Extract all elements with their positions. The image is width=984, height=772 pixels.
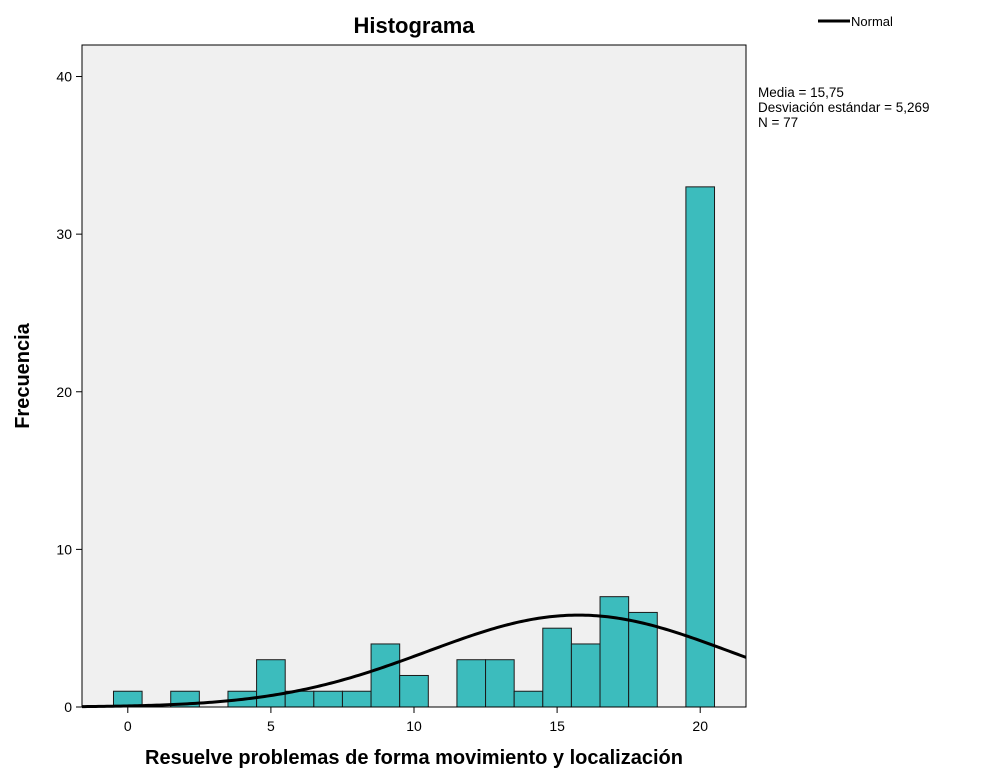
bars-group [112,186,716,708]
y-axis-label: Frecuencia [12,322,34,428]
histogram-bar [685,186,716,708]
stats-box: Media = 15,75 Desviación estándar = 5,26… [758,85,930,130]
x-tick-label: 20 [692,718,708,734]
x-axis: 0 5 10 15 20 [124,707,708,734]
normal-curve [81,613,747,709]
histogram-bar [370,643,401,708]
chart-title: Histograma [353,13,475,38]
histogram-bar [313,690,343,708]
histogram-bar [456,659,487,708]
y-axis: 0 10 20 30 40 [56,69,82,715]
x-tick-label: 15 [549,718,565,734]
legend-label: Normal [851,14,893,29]
x-tick-label: 0 [124,718,132,734]
y-tick-label: 0 [64,699,72,715]
x-tick-label: 10 [406,718,422,734]
x-tick-label: 5 [267,718,275,734]
x-axis-label: Resuelve problemas de forma movimiento y… [145,747,683,769]
stats-mean: Media = 15,75 [758,85,844,100]
histogram-bar [599,596,630,708]
y-tick-label: 20 [56,384,72,400]
histogram-bar [341,690,372,708]
histogram-bar [485,659,515,708]
histogram-bar [570,643,601,708]
histogram-bar [542,627,572,708]
y-tick-label: 30 [56,226,72,242]
histogram-bar [399,674,429,708]
plot-area [82,45,746,707]
y-tick-label: 40 [56,69,72,85]
stats-n: N = 77 [758,115,798,130]
histogram-bar [513,690,544,708]
y-tick-label: 10 [56,541,72,557]
legend: Normal [818,14,893,29]
stats-sd: Desviación estándar = 5,269 [758,100,930,115]
histogram-bar [256,659,286,708]
